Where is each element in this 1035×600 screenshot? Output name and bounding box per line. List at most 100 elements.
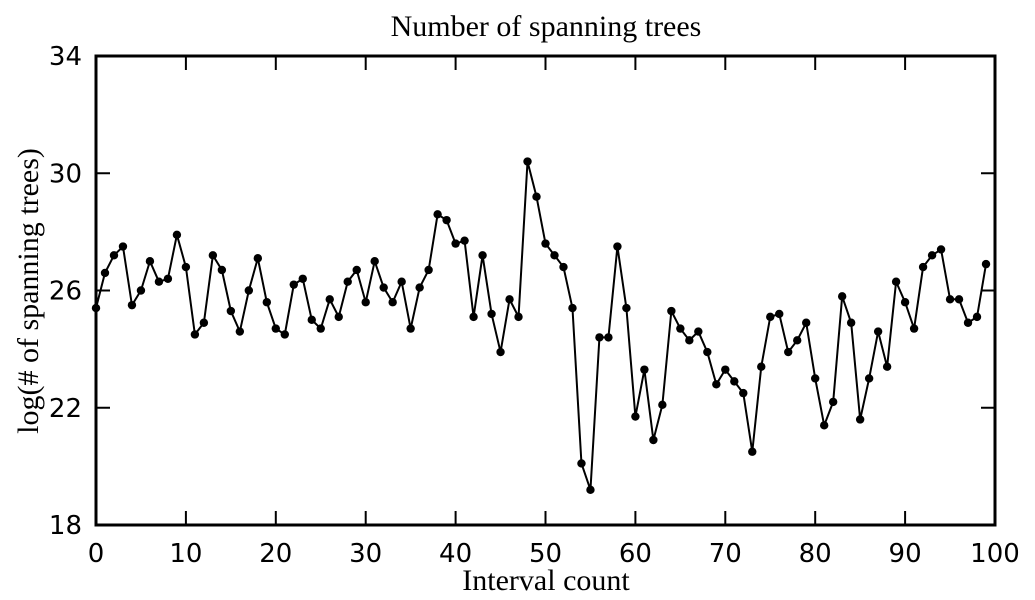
data-point (766, 312, 775, 322)
data-point (487, 309, 496, 319)
data-point (712, 380, 721, 389)
data-point (802, 318, 811, 327)
y-tick-label: 30 (49, 159, 82, 189)
data-point (226, 306, 236, 316)
data-point (100, 268, 110, 278)
data-point (613, 242, 622, 251)
data-point (316, 324, 325, 333)
data-point (676, 324, 685, 333)
data-point (496, 347, 505, 357)
data-point (748, 447, 757, 456)
data-point (181, 262, 191, 272)
data-point (109, 251, 119, 260)
data-point (361, 298, 370, 307)
tick-labels: 0 10 20 30 40 50 60 70 80 90 100 18 22 26 30 34 (49, 42, 1020, 569)
data-point (514, 312, 523, 322)
data-point (235, 327, 245, 336)
x-tick-label: 80 (799, 539, 832, 569)
data-point (739, 388, 748, 398)
data-point (199, 318, 209, 327)
data-point (855, 415, 865, 424)
data-point (163, 274, 173, 283)
data-point (927, 251, 937, 260)
data-point (909, 324, 919, 333)
data-point (379, 283, 388, 292)
data-point (972, 312, 982, 322)
data-point (775, 309, 784, 319)
data-point (217, 265, 227, 275)
data-point (262, 298, 272, 307)
data-point (253, 254, 263, 263)
data-point (658, 400, 667, 410)
data-point (793, 336, 802, 345)
data-point (828, 397, 838, 407)
data-point (388, 298, 397, 307)
data-point (406, 324, 415, 333)
axis-ticks (95, 55, 996, 526)
data-point (577, 459, 586, 468)
data-point (532, 192, 541, 201)
data-point (568, 303, 577, 313)
data-point (882, 362, 892, 371)
data-point (918, 262, 928, 272)
x-tick-label: 10 (169, 539, 202, 569)
x-tick-label: 50 (529, 539, 562, 569)
series-line (95, 161, 987, 491)
data-point (891, 277, 901, 286)
data-point (460, 236, 469, 245)
data-point (145, 256, 155, 266)
data-point (325, 295, 334, 304)
data-point (289, 280, 298, 289)
data-point (559, 262, 568, 272)
data-point (136, 286, 146, 295)
data-point (244, 286, 254, 295)
data-point (649, 435, 658, 445)
data-point (541, 239, 550, 248)
data-point (343, 277, 352, 286)
data-point (172, 230, 182, 240)
x-tick-label: 40 (439, 539, 472, 569)
data-point (415, 283, 424, 292)
y-tick-label: 26 (49, 277, 82, 307)
data-point (981, 259, 991, 269)
data-point (451, 239, 460, 248)
data-point (352, 265, 361, 275)
data-point (900, 298, 910, 307)
data-point (936, 245, 946, 254)
data-point (631, 412, 640, 421)
data-point (190, 330, 200, 339)
x-tick-label: 0 (88, 539, 105, 569)
data-point (271, 324, 280, 333)
data-point (667, 306, 676, 316)
data-point (864, 374, 874, 383)
data-point (469, 312, 478, 322)
data-point (370, 256, 379, 266)
data-point (604, 333, 613, 342)
data-point (127, 300, 137, 310)
y-axis-label: log(# of spanning trees) (12, 148, 45, 434)
data-point (757, 362, 766, 371)
data-point (721, 365, 730, 374)
series-group (91, 157, 991, 495)
y-tick-label: 22 (49, 394, 82, 424)
data-point (433, 210, 442, 219)
data-point (397, 277, 406, 286)
x-tick-label: 90 (889, 539, 922, 569)
data-point (550, 251, 559, 260)
y-tick-label: 34 (49, 42, 82, 72)
plot-frame (94, 54, 997, 527)
data-point (595, 333, 604, 342)
data-point (837, 292, 847, 301)
x-tick-label: 20 (259, 539, 292, 569)
data-point (703, 347, 712, 357)
data-point (307, 315, 316, 325)
x-tick-label: 60 (619, 539, 652, 569)
x-axis-label: Interval count (462, 564, 630, 597)
data-point (334, 312, 343, 322)
data-point (424, 265, 433, 275)
data-point (963, 318, 973, 327)
data-point (154, 277, 164, 286)
data-point (118, 242, 128, 251)
data-point (685, 336, 694, 345)
